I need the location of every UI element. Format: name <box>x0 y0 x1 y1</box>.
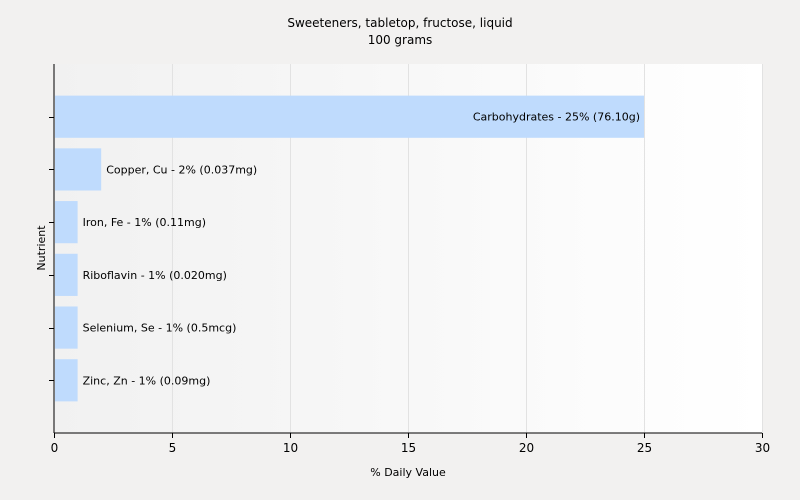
x-tick-label: 15 <box>401 441 416 455</box>
bar <box>55 95 644 138</box>
x-tick-label: 20 <box>519 441 534 455</box>
x-tick-label: 30 <box>755 441 770 455</box>
bar <box>55 201 78 244</box>
x-tick-label: 10 <box>283 441 298 455</box>
x-tick-label: 0 <box>51 441 59 455</box>
bar-data-label: Selenium, Se - 1% (0.5mcg) <box>83 322 237 335</box>
chart-subtitle: 100 grams <box>368 33 433 47</box>
bar-data-label: Zinc, Zn - 1% (0.09mg) <box>83 374 211 387</box>
bar <box>55 253 78 296</box>
bar <box>55 359 78 402</box>
x-tick-label: 25 <box>637 441 652 455</box>
chart-title: Sweeteners, tabletop, fructose, liquid <box>287 16 512 30</box>
bars: Carbohydrates - 25% (76.10g) Copper, Cu -… <box>55 95 644 402</box>
bar <box>55 306 78 349</box>
bar-data-label: Copper, Cu - 2% (0.037mg) <box>106 163 257 176</box>
x-ticks: 0 5 10 15 20 25 30 <box>51 433 770 455</box>
bar-data-label: Iron, Fe - 1% (0.11mg) <box>83 216 206 229</box>
y-axis-label: Nutrient <box>35 225 48 271</box>
bar <box>55 148 102 191</box>
x-axis-label: % Daily Value <box>370 466 446 479</box>
x-tick-label: 5 <box>169 441 177 455</box>
bar-data-label: Carbohydrates - 25% (76.10g) <box>473 111 640 124</box>
bar-data-label: Riboflavin - 1% (0.020mg) <box>83 269 227 282</box>
